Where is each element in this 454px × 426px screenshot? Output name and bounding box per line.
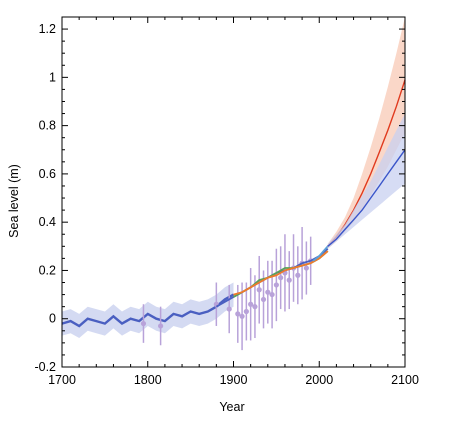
series-7 bbox=[327, 113, 406, 249]
x-axis-title: Year bbox=[219, 400, 244, 414]
data-point-marker bbox=[158, 323, 164, 329]
y-axis-title: Sea level (m) bbox=[7, 164, 21, 238]
series-4 bbox=[233, 250, 329, 296]
data-point bbox=[286, 251, 292, 310]
x-tick-label: 1900 bbox=[220, 373, 248, 387]
y-tick-label: 0.6 bbox=[39, 167, 56, 181]
data-point-marker bbox=[286, 277, 292, 283]
data-point-marker bbox=[269, 291, 275, 298]
data-point bbox=[256, 255, 262, 324]
data-point-marker bbox=[239, 313, 245, 319]
data-point bbox=[265, 260, 271, 324]
plot-area bbox=[61, 17, 406, 351]
data-point bbox=[158, 306, 164, 346]
data-point bbox=[239, 282, 245, 351]
x-tick-label: 1800 bbox=[134, 373, 162, 387]
data-point-marker bbox=[303, 265, 309, 271]
x-tick-label: 2100 bbox=[391, 373, 419, 387]
data-point-marker bbox=[226, 306, 232, 312]
data-point bbox=[278, 246, 284, 310]
y-tick-label: -0.2 bbox=[34, 360, 56, 374]
series-0-line bbox=[61, 293, 235, 328]
data-point bbox=[303, 241, 309, 295]
y-tick-label: 1.2 bbox=[39, 22, 56, 36]
data-point-marker bbox=[260, 296, 267, 303]
data-point-marker bbox=[248, 301, 254, 307]
x-tick-label: 1700 bbox=[48, 373, 76, 387]
y-tick-label: 0.4 bbox=[39, 215, 56, 229]
data-point bbox=[140, 304, 147, 343]
data-point-marker bbox=[140, 320, 147, 327]
data-point-marker bbox=[256, 287, 262, 293]
data-point bbox=[269, 260, 275, 329]
data-point-marker bbox=[273, 282, 279, 288]
data-point bbox=[248, 268, 254, 341]
x-tick-label: 2000 bbox=[305, 373, 333, 387]
data-point bbox=[282, 234, 288, 312]
data-point bbox=[243, 282, 249, 341]
y-tick-label: 0.2 bbox=[39, 263, 56, 277]
y-tick-label: 0.8 bbox=[39, 119, 56, 133]
data-point-marker bbox=[235, 311, 241, 317]
data-point-marker bbox=[252, 304, 258, 310]
series-7-line bbox=[327, 149, 406, 247]
axes: 1700 1800 1900 2000 2100 -0.2 0 0.2 0.4 0.6 0.8 1 1.… bbox=[34, 16, 419, 387]
data-point-marker bbox=[243, 308, 249, 315]
data-point bbox=[226, 284, 232, 334]
data-point bbox=[273, 248, 279, 322]
y-tick-label: 1 bbox=[49, 70, 56, 84]
y-tick-label: 0 bbox=[49, 312, 56, 326]
series-4-line bbox=[233, 250, 329, 296]
data-point-marker bbox=[265, 289, 271, 295]
data-point-marker bbox=[278, 275, 284, 281]
data-point-marker bbox=[295, 272, 301, 278]
series-7-band bbox=[327, 113, 405, 249]
series-0 bbox=[61, 282, 235, 338]
data-point bbox=[295, 246, 301, 305]
